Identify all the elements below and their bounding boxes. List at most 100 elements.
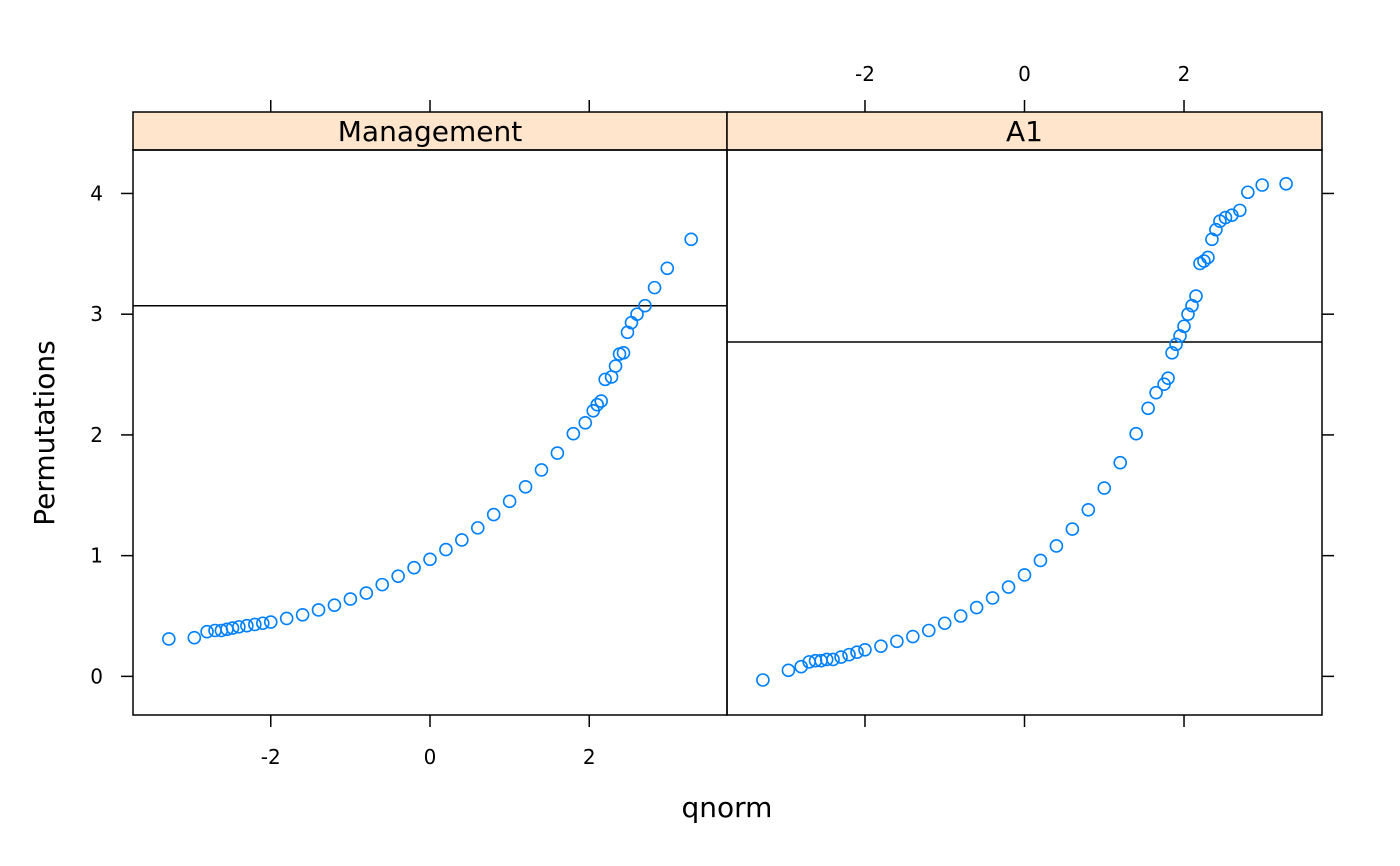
point-a1	[1001, 580, 1016, 594]
point-management	[684, 232, 698, 247]
point-a1	[1189, 289, 1203, 303]
point-management	[638, 298, 652, 313]
point-a1	[874, 639, 888, 653]
x-tick-label: -2	[261, 745, 281, 769]
point-management	[391, 569, 405, 583]
strip-a1	[726, 111, 1323, 151]
y-axis-title: Permutations	[28, 340, 61, 526]
point-a1	[1181, 307, 1195, 321]
point-a1	[953, 609, 968, 623]
point-a1	[1169, 337, 1183, 352]
x-tick-label: 0	[424, 745, 437, 769]
point-management	[375, 577, 390, 592]
panels-layer: Management A1	[132, 111, 1323, 716]
axes-layer: -2 0 2 -2 0 2 0 1 2 3 4	[90, 62, 1334, 769]
strip-label-a1: A1	[1006, 115, 1043, 148]
point-management	[486, 507, 501, 522]
point-management	[343, 592, 358, 606]
point-management	[187, 630, 202, 645]
point-a1	[1255, 178, 1269, 192]
point-a1	[1113, 455, 1128, 470]
point-management	[518, 480, 533, 494]
point-management	[594, 394, 608, 408]
point-a1	[1165, 346, 1179, 360]
point-management	[225, 621, 240, 635]
point-management	[566, 426, 581, 441]
point-a1	[819, 652, 834, 667]
point-a1	[906, 629, 920, 644]
point-a1	[756, 673, 770, 687]
y-tick-label: 3	[90, 302, 103, 326]
x-tick-label: -2	[855, 62, 875, 86]
point-a1	[1279, 177, 1293, 191]
point-management	[311, 603, 326, 617]
point-a1	[1177, 319, 1191, 334]
point-a1	[1017, 568, 1032, 582]
point-management	[327, 598, 342, 612]
point-management	[534, 463, 549, 477]
point-a1	[1149, 385, 1163, 400]
strip-management	[132, 111, 728, 151]
panel-frame-a1	[726, 149, 1323, 716]
point-management	[578, 416, 593, 430]
x-axis-title: qnorm	[682, 791, 773, 824]
point-management	[162, 632, 176, 646]
point-a1	[1129, 426, 1143, 441]
point-a1	[834, 650, 848, 664]
point-a1	[850, 645, 864, 660]
point-a1	[1161, 371, 1175, 385]
point-a1	[937, 616, 952, 631]
panel-frame-management	[132, 149, 728, 716]
point-management	[359, 586, 374, 600]
point-management	[232, 620, 246, 634]
point-management	[502, 494, 517, 509]
point-a1	[842, 647, 856, 662]
point-a1	[1097, 481, 1112, 495]
point-a1	[1197, 254, 1211, 268]
point-a1	[969, 600, 984, 615]
point-management	[590, 397, 605, 412]
panel-a1: A1	[726, 111, 1323, 716]
point-a1	[890, 634, 904, 649]
point-management	[295, 607, 310, 622]
strip-label-management: Management	[338, 115, 522, 148]
point-a1	[1065, 522, 1080, 536]
point-management	[240, 618, 254, 633]
point-management	[255, 616, 270, 631]
point-a1	[1209, 222, 1223, 237]
point-management	[608, 359, 623, 373]
point-a1	[826, 652, 840, 667]
point-management	[630, 307, 644, 321]
point-a1	[1201, 250, 1215, 265]
point-a1	[1033, 553, 1048, 568]
panel-management: Management	[132, 111, 728, 716]
y-tick-label: 4	[90, 181, 103, 205]
point-management	[455, 533, 469, 547]
point-a1	[985, 591, 1000, 605]
point-a1	[1241, 185, 1255, 200]
point-management	[616, 346, 631, 360]
y-tick-label: 0	[90, 664, 103, 688]
y-tick-label: 1	[90, 544, 103, 568]
point-management	[248, 617, 262, 632]
x-tick-label: 2	[583, 745, 596, 769]
point-a1	[1233, 203, 1247, 218]
point-management	[423, 552, 437, 567]
x-tick-label: 0	[1018, 62, 1031, 86]
point-management	[550, 446, 565, 460]
point-a1	[858, 643, 872, 657]
point-management	[647, 280, 662, 295]
point-a1	[781, 663, 796, 678]
point-management	[660, 261, 675, 276]
point-a1	[1049, 539, 1064, 553]
point-management	[439, 542, 453, 557]
point-a1	[1081, 502, 1096, 517]
point-management	[598, 372, 612, 387]
point-management	[279, 611, 294, 626]
y-tick-label: 2	[90, 423, 103, 447]
point-management	[407, 560, 421, 575]
point-a1	[1141, 401, 1155, 416]
point-management	[200, 624, 214, 639]
point-a1	[1218, 210, 1233, 225]
